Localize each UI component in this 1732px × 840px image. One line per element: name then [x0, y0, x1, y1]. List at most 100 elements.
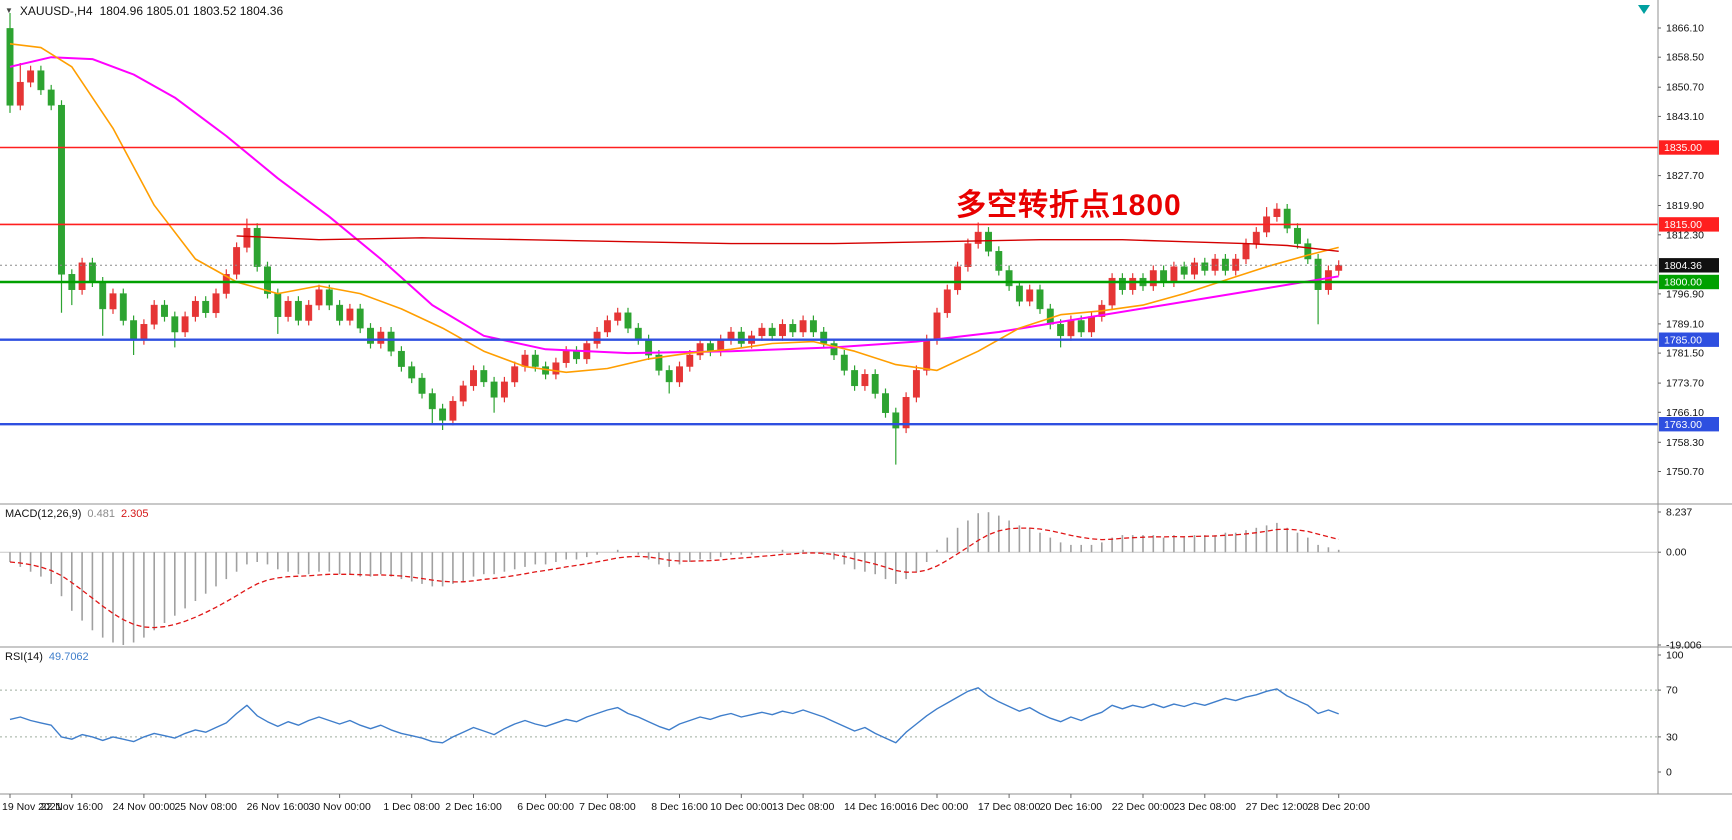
candle-body	[820, 331, 828, 344]
candle-body	[696, 343, 704, 356]
rsi-value: 49.7062	[48, 651, 89, 663]
candle-body	[985, 231, 992, 252]
candle-body	[274, 293, 282, 317]
time-axis-label: 14 Dec 16:00	[844, 801, 907, 813]
candle-body	[387, 331, 395, 352]
candle-body	[892, 412, 900, 429]
candle-body	[1191, 262, 1198, 275]
candle-body	[933, 312, 941, 340]
price-tag	[1659, 140, 1719, 155]
candle-body	[119, 293, 127, 321]
time-axis-label: 27 Dec 12:00	[1246, 801, 1309, 813]
price-tag	[1659, 217, 1719, 232]
candle-body	[552, 362, 560, 375]
candle-body	[212, 293, 220, 314]
chart-annotation-text[interactable]: 多空转折点1800	[956, 189, 1182, 222]
candle-body	[1118, 277, 1126, 290]
candle-body	[789, 324, 797, 333]
symbol-dropdown-icon[interactable]: ▼	[5, 6, 13, 15]
candle-body	[377, 331, 385, 344]
time-axis-label: 16 Dec 00:00	[906, 801, 969, 813]
time-axis-label: 1 Dec 08:00	[383, 801, 440, 813]
rsi-line	[9, 687, 1339, 744]
time-axis-label: 19 Nov 2021	[2, 801, 62, 813]
price-axis-label: 1781.50	[1666, 348, 1704, 360]
time-axis-label: 26 Nov 16:00	[247, 801, 310, 813]
candle-body	[830, 343, 838, 356]
candle-body	[676, 366, 683, 383]
candle-body	[737, 331, 745, 344]
candle-body	[1170, 266, 1178, 283]
time-axis-label: 10 Dec 00:00	[710, 801, 773, 813]
candle-body	[1129, 277, 1137, 290]
price-tag-label: 1835.00	[1664, 142, 1702, 154]
candle-body	[325, 289, 333, 306]
time-axis-label: 30 Nov 00:00	[308, 801, 371, 813]
candle-body	[954, 266, 962, 291]
chart-shift-marker[interactable]	[1638, 5, 1650, 14]
price-axis-label: 1819.90	[1666, 200, 1704, 212]
candle-body	[634, 327, 642, 340]
symbol-info-bar: ▼ XAUUSD-,H4 1804.96 1805.01 1803.52 180…	[5, 4, 283, 18]
rsi-name: RSI(14)	[5, 651, 43, 663]
candle-body	[253, 227, 261, 267]
price-axis-label: 1773.70	[1666, 378, 1704, 390]
candle-body	[1088, 316, 1095, 333]
candle-body	[573, 350, 580, 360]
candle-body	[305, 304, 313, 321]
price-axis-label: 1843.10	[1666, 111, 1704, 123]
candle-body	[943, 289, 951, 314]
price-tag	[1659, 332, 1719, 347]
candle-body	[181, 316, 189, 333]
candle-body	[243, 227, 251, 248]
candle-body	[779, 324, 786, 337]
candle-body	[1304, 243, 1312, 260]
candle-body	[78, 262, 86, 290]
candle-body	[284, 300, 292, 317]
price-axis-label: 1827.70	[1666, 170, 1704, 182]
candle-body	[470, 370, 477, 387]
price-axis-label: 1812.30	[1666, 229, 1704, 241]
price-axis-label: 1866.10	[1666, 23, 1704, 35]
candle-body	[923, 339, 931, 371]
time-axis-label: 23 Dec 08:00	[1174, 801, 1237, 813]
time-axis-label: 13 Dec 08:00	[772, 801, 835, 813]
price-tag	[1659, 258, 1719, 273]
candle-body	[1160, 270, 1168, 283]
candle-body	[593, 331, 601, 344]
candle-body	[809, 320, 817, 333]
candle-body	[861, 374, 869, 387]
symbol-timeframe-label: XAUUSD-,H4	[19, 4, 93, 18]
macd-name: MACD(12,26,9)	[5, 508, 82, 520]
price-tag-label: 1785.00	[1664, 334, 1702, 346]
candle-body	[1057, 324, 1065, 337]
candle-body	[964, 243, 972, 267]
candle-body	[531, 354, 539, 367]
candle-body	[1149, 270, 1157, 287]
ma-fast-orange	[9, 43, 1339, 374]
candle-body	[1067, 320, 1075, 337]
time-axis-label: 22 Nov 16:00	[41, 801, 104, 813]
candle-body	[37, 70, 45, 91]
candle-body	[1211, 258, 1219, 271]
candle-body	[109, 293, 117, 310]
candle-body	[171, 316, 179, 333]
rsi-axis-label: 70	[1666, 685, 1678, 697]
candle-body	[614, 312, 622, 321]
candle-body	[1036, 289, 1044, 310]
rsi-axis-label: 100	[1666, 650, 1684, 662]
candle-body	[130, 320, 138, 340]
candle-body	[480, 370, 488, 383]
candle-body	[356, 308, 364, 329]
candle-body	[624, 312, 632, 329]
price-axis-label: 1796.90	[1666, 288, 1704, 300]
candle-body	[150, 304, 158, 325]
candle-body	[428, 393, 436, 410]
candle-body	[1180, 266, 1188, 275]
candle-body	[1252, 231, 1260, 244]
candle-body	[871, 374, 879, 394]
candle-body	[912, 370, 920, 398]
candle-body	[686, 354, 694, 367]
candle-body	[1005, 270, 1013, 287]
